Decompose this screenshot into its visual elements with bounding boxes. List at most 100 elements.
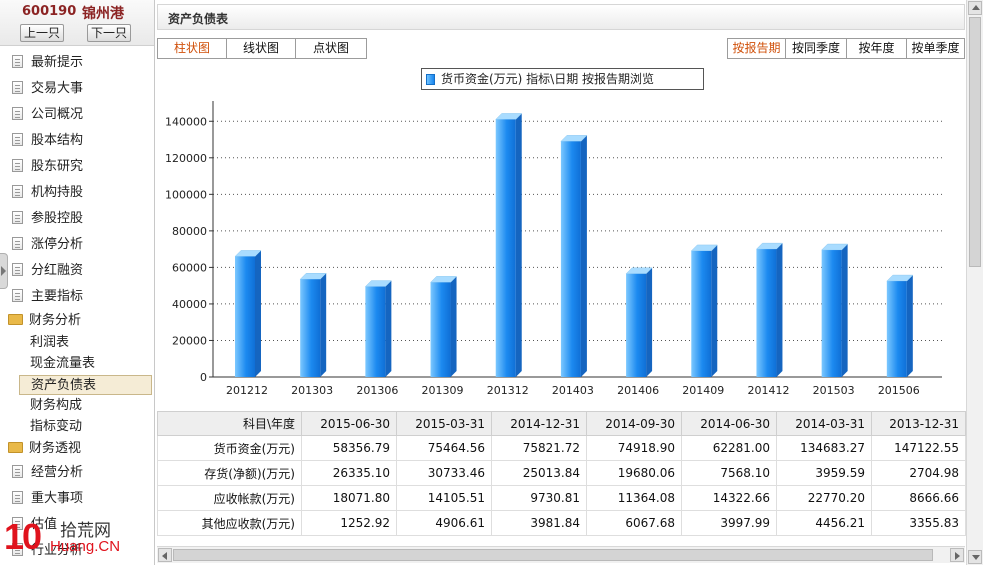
scroll-down-icon[interactable] <box>968 550 982 564</box>
sidebar-folder-finance-perspective[interactable]: 财务透视 <box>8 438 81 460</box>
sidebar-subitem-balance-sheet[interactable]: 资产负债表 <box>19 375 152 395</box>
table-header-cell[interactable]: 2014-03-31 <box>776 411 872 436</box>
next-stock-button[interactable]: 下一只 <box>87 24 131 42</box>
table-row: 其他应收款(万元) 1252.92 4906.61 3981.84 6067.68 399… <box>157 510 966 536</box>
tab-by-single-quarter[interactable]: 按单季度 <box>906 38 965 59</box>
table-header-cell[interactable]: 2014-09-30 <box>586 411 682 436</box>
sidebar: 600190 锦州港 上一只 下一只 最新提示 交易大事 公司概况 股本结构 股… <box>0 0 155 565</box>
table-cell: 4906.61 <box>396 510 492 536</box>
table-cell: 2704.98 <box>871 460 966 486</box>
document-icon <box>12 237 23 250</box>
table-cell: 134683.27 <box>776 435 872 461</box>
document-icon <box>12 159 23 172</box>
sidebar-item-trading-events[interactable]: 交易大事 <box>12 78 83 100</box>
scroll-up-icon[interactable] <box>968 1 982 15</box>
table-cell: 26335.10 <box>301 460 397 486</box>
table-cell: 1252.92 <box>301 510 397 536</box>
main-panel: 资产负债表 柱状图 线状图 点状图 按报告期 按同季度 按年度 按单季度 货币资… <box>157 0 983 565</box>
tab-line-chart[interactable]: 线状图 <box>226 38 296 59</box>
scroll-right-icon[interactable] <box>950 548 964 562</box>
y-tick-label: 60000 <box>172 261 207 274</box>
bar-side <box>776 243 783 377</box>
sidebar-item-label: 机构持股 <box>31 185 84 200</box>
x-tick-label: 201412 <box>747 384 789 397</box>
x-tick-label: 201303 <box>291 384 333 397</box>
table-header-cell[interactable]: 2015-06-30 <box>301 411 397 436</box>
x-tick-label: 201312 <box>487 384 529 397</box>
sidebar-subitem-income[interactable]: 利润表 <box>30 335 70 350</box>
sidebar-subitem-cashflow[interactable]: 现金流量表 <box>30 356 96 371</box>
row-label: 存货(净额)(万元) <box>157 460 302 486</box>
stock-code: 600190 <box>22 4 77 19</box>
tab-by-report-period[interactable]: 按报告期 <box>727 38 786 59</box>
document-icon <box>12 55 23 68</box>
bar <box>430 282 451 377</box>
x-tick-label: 201306 <box>356 384 398 397</box>
sidebar-item-limit-up[interactable]: 涨停分析 <box>12 234 83 256</box>
horizontal-scrollbar[interactable] <box>157 546 965 563</box>
chart-legend: 货币资金(万元) 指标\日期 按报告期浏览 <box>421 68 704 90</box>
sidebar-item-label: 股东研究 <box>31 159 84 174</box>
sidebar-item-label: 公司概况 <box>31 107 84 122</box>
table-cell: 75464.56 <box>396 435 492 461</box>
sidebar-subitem-indicator-change[interactable]: 指标变动 <box>30 419 83 434</box>
bar <box>756 249 777 377</box>
bar-side <box>841 244 848 377</box>
table-cell: 6067.68 <box>586 510 682 536</box>
sidebar-subitem-composition[interactable]: 财务构成 <box>30 398 83 413</box>
sidebar-item-company-profile[interactable]: 公司概况 <box>12 104 83 126</box>
collapse-sidebar-handle[interactable] <box>0 253 8 289</box>
scroll-left-icon[interactable] <box>158 548 172 562</box>
table-cell: 7568.10 <box>681 460 777 486</box>
legend-swatch <box>426 74 435 85</box>
table-header-row: 科目\年度 2015-06-30 2015-03-31 2014-12-31 2… <box>157 411 966 436</box>
stock-header: 600190 锦州港 上一只 下一只 <box>0 0 154 46</box>
row-label: 其他应收款(万元) <box>157 510 302 536</box>
bar <box>821 250 842 377</box>
bar <box>365 286 386 377</box>
table-cell: 11364.08 <box>586 485 682 511</box>
sidebar-item-latest[interactable]: 最新提示 <box>12 52 83 74</box>
sidebar-item-label: 最新提示 <box>31 55 84 70</box>
table-header-cell[interactable]: 2014-12-31 <box>491 411 587 436</box>
prev-stock-button[interactable]: 上一只 <box>20 24 64 42</box>
x-tick-label: 201212 <box>226 384 268 397</box>
sidebar-item-institutions[interactable]: 机构持股 <box>12 182 83 204</box>
table-header-cell[interactable]: 2014-06-30 <box>681 411 777 436</box>
table-cell: 8666.66 <box>871 485 966 511</box>
table-cell: 3981.84 <box>491 510 587 536</box>
table-cell: 19680.06 <box>586 460 682 486</box>
sidebar-item-share-structure[interactable]: 股本结构 <box>12 130 83 152</box>
table-cell: 62281.00 <box>681 435 777 461</box>
bar <box>495 119 516 377</box>
sidebar-item-shareholders[interactable]: 股东研究 <box>12 156 83 178</box>
x-tick-label: 201406 <box>617 384 659 397</box>
table-cell: 9730.81 <box>491 485 587 511</box>
scrollbar-thumb[interactable] <box>969 17 981 267</box>
sidebar-item-industry[interactable]: 行业分析 <box>12 540 83 562</box>
sidebar-item-holdings[interactable]: 参股控股 <box>12 208 83 230</box>
table-header-cell[interactable]: 2013-12-31 <box>871 411 966 436</box>
sidebar-item-valuation[interactable]: 估值 <box>12 514 57 536</box>
tab-bar-chart[interactable]: 柱状图 <box>157 38 227 59</box>
tab-by-year[interactable]: 按年度 <box>846 38 907 59</box>
tab-by-same-quarter[interactable]: 按同季度 <box>785 38 847 59</box>
sidebar-item-label: 经营分析 <box>31 465 84 480</box>
sidebar-item-major-events[interactable]: 重大事项 <box>12 488 83 510</box>
tab-dot-chart[interactable]: 点状图 <box>295 38 367 59</box>
table-cell: 3959.59 <box>776 460 872 486</box>
table-header-cell[interactable]: 2015-03-31 <box>396 411 492 436</box>
page-title: 资产负债表 <box>168 12 229 26</box>
table-cell: 4456.21 <box>776 510 872 536</box>
scrollbar-thumb[interactable] <box>173 549 933 561</box>
table-cell: 18071.80 <box>301 485 397 511</box>
sidebar-item-main-indicators[interactable]: 主要指标 <box>12 286 83 308</box>
sidebar-folder-finance[interactable]: 财务分析 <box>8 310 81 332</box>
vertical-scrollbar[interactable] <box>966 0 983 565</box>
table-cell: 58356.79 <box>301 435 397 461</box>
sidebar-item-dividends[interactable]: 分红融资 <box>12 260 83 282</box>
table-row: 存货(净额)(万元) 26335.10 30733.46 25013.84 19680.… <box>157 460 966 486</box>
bar <box>886 281 907 377</box>
sidebar-item-operations[interactable]: 经营分析 <box>12 462 83 484</box>
table-row: 货币资金(万元) 58356.79 75464.56 75821.72 74918.90… <box>157 435 966 461</box>
